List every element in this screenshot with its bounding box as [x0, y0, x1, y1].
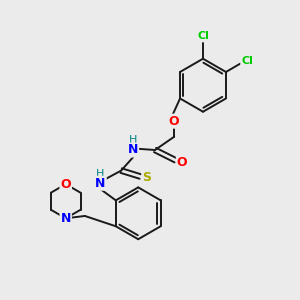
Text: O: O: [169, 115, 179, 128]
Text: Cl: Cl: [241, 56, 253, 66]
Text: N: N: [61, 212, 71, 225]
Text: Cl: Cl: [197, 31, 209, 41]
Text: S: S: [142, 172, 151, 184]
Text: H: H: [96, 169, 105, 178]
Text: O: O: [177, 156, 188, 169]
Text: N: N: [128, 143, 138, 157]
Text: H: H: [129, 135, 137, 145]
Text: N: N: [95, 177, 106, 190]
Text: O: O: [60, 178, 71, 191]
